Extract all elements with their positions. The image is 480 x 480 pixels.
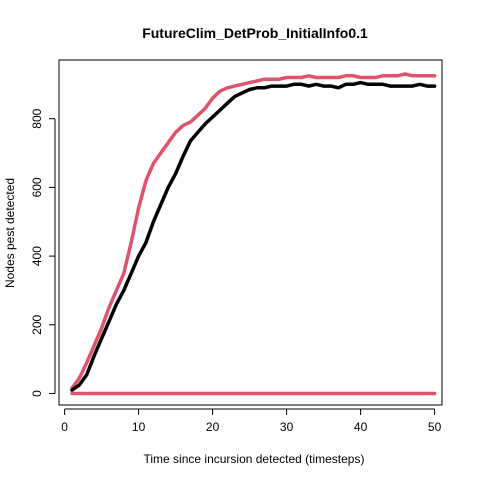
plot-frame [58, 59, 443, 406]
series-layer [70, 72, 437, 396]
x-tick-label: 30 [280, 420, 294, 434]
y-tick-label: 400 [30, 246, 44, 266]
y-axis: 0 200 400 600 800 [30, 108, 56, 397]
y-tick-label: 800 [30, 108, 44, 128]
x-tick-label: 10 [132, 420, 146, 434]
y-tick-label: 0 [30, 390, 44, 397]
series-line-1 [70, 80, 437, 392]
x-tick-label: 0 [61, 420, 68, 434]
series-line-2 [70, 72, 437, 391]
x-tick-label: 20 [206, 420, 220, 434]
x-axis-label: Time since incursion detected (timesteps… [144, 452, 365, 466]
x-tick-label: 50 [428, 420, 442, 434]
y-tick-label: 600 [30, 177, 44, 197]
y-tick-label: 200 [30, 314, 44, 334]
x-tick-label: 40 [354, 420, 368, 434]
x-axis: 0 10 20 30 40 50 [61, 408, 442, 434]
chart-title: FutureClim_DetProb_InitialInfo0.1 [142, 25, 368, 41]
y-axis-label: Nodes pest detected [3, 178, 17, 288]
